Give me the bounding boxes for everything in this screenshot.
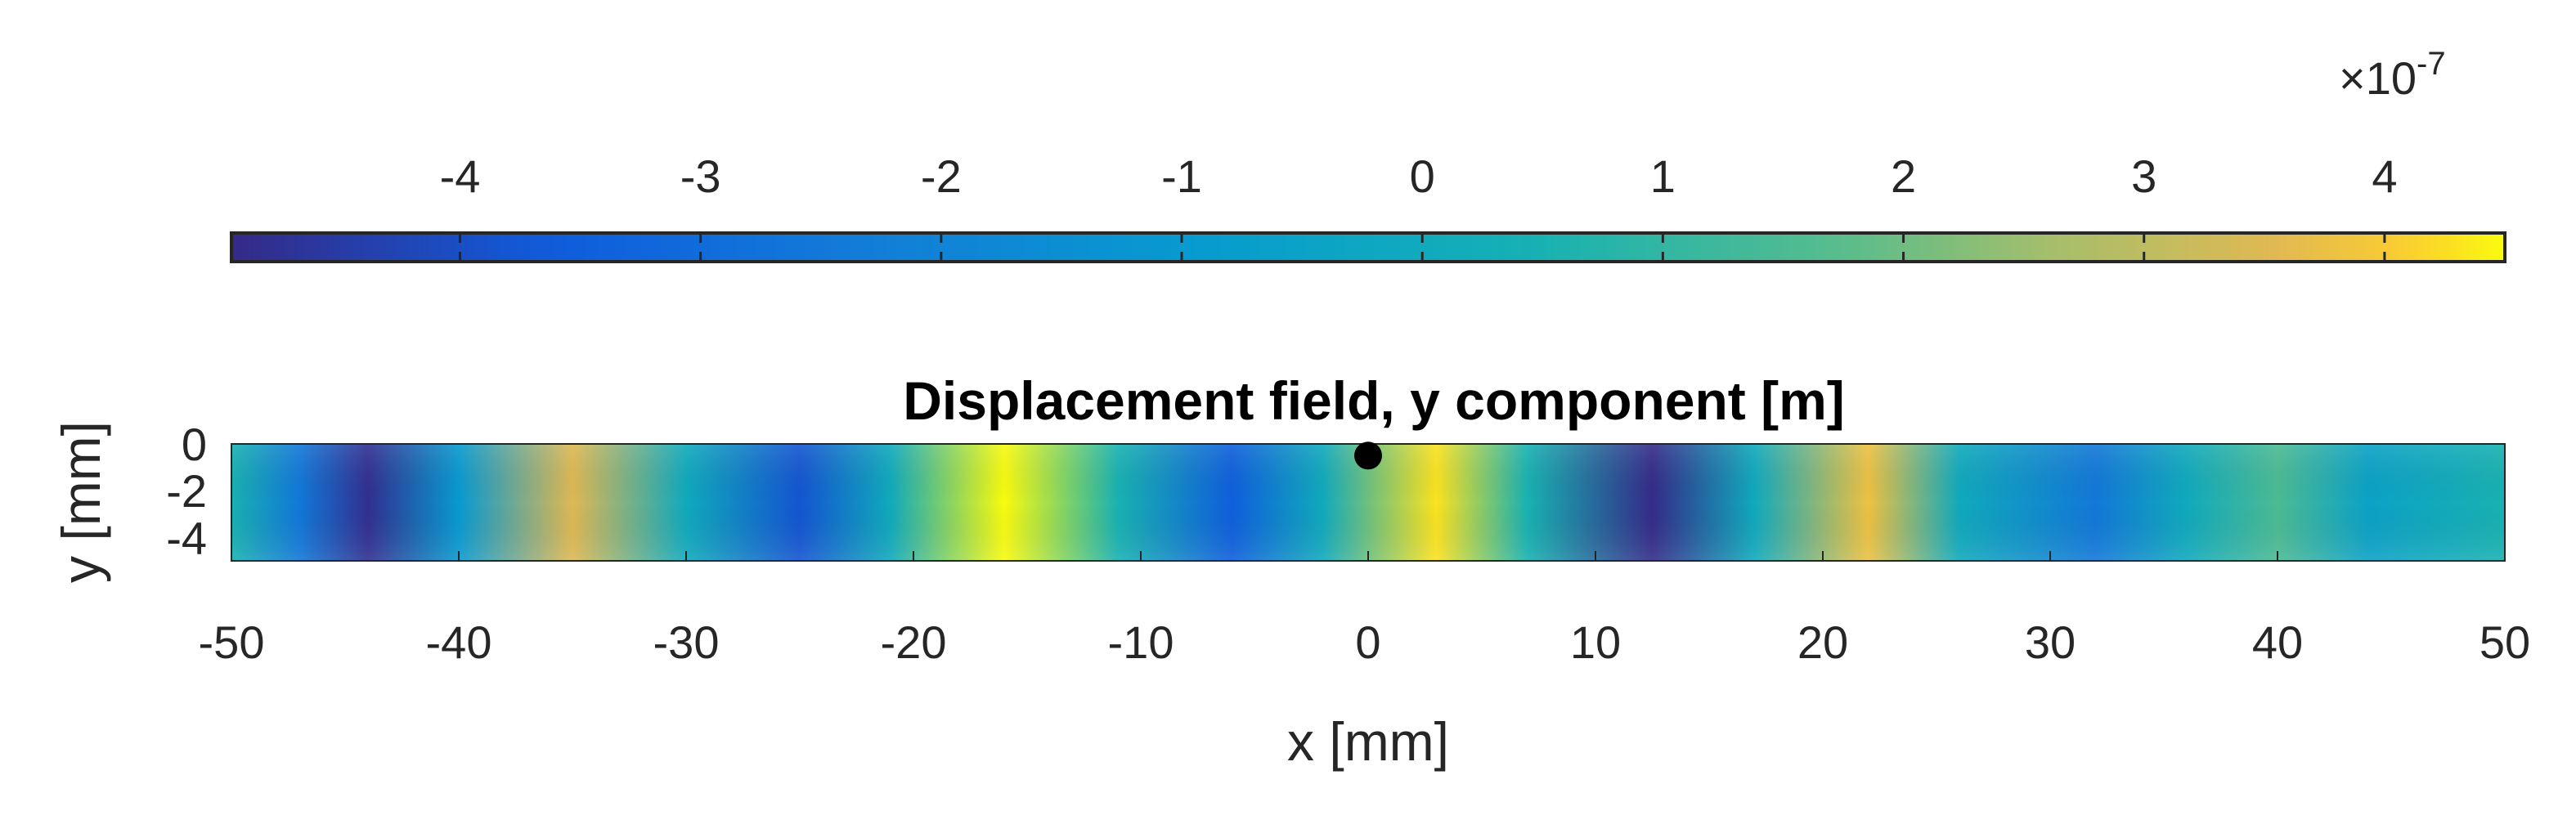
colorbar-tick-label: 4 [2372,150,2397,202]
x-tick-label: -40 [426,616,492,668]
x-tick-label: 10 [1570,616,1621,668]
x-tick-label: -20 [881,616,947,668]
x-tick-label: -10 [1108,616,1174,668]
x-tick-label: 0 [1355,616,1380,668]
x-tick-label: -50 [199,616,265,668]
colorbar-tick-label: 3 [2131,150,2156,202]
colorbar: -4 -3 -2 -1 0 1 2 3 4 ×10-7 [230,46,2506,263]
x-tick-label: 50 [2480,616,2530,668]
colorbar-tick-label: -4 [440,150,481,202]
x-tick-label: -30 [653,616,720,668]
chart-title: Displacement field, y component [m] [903,370,1845,431]
colorbar-ticks [458,233,2386,262]
x-tick-label: 20 [1797,616,1848,668]
colorbar-exponent: ×10-7 [2339,46,2446,104]
colorbar-tick-labels: -4 -3 -2 -1 0 1 2 3 4 [440,150,2398,202]
colorbar-tick-label: -2 [921,150,962,202]
colorbar-tick-label: 1 [1650,150,1676,202]
x-tick-label: 30 [2025,616,2076,668]
source-marker [1354,441,1382,470]
x-axis-label: x [mm] [1287,711,1449,772]
y-tick-label: -2 [166,465,207,517]
colorbar-tick-label: 2 [1891,150,1916,202]
x-axis-ticks [231,551,2506,561]
colorbar-tick-label: -3 [680,150,721,202]
y-axis-label: y [mm] [51,421,111,583]
colorbar-tick-label: 0 [1410,150,1435,202]
y-axis-tick-labels: 0-2-4 [166,419,207,563]
colorbar-tick-label: -1 [1161,150,1202,202]
y-tick-label: 0 [182,419,207,470]
colorbar-gradient [230,231,2506,263]
x-tick-label: 40 [2252,616,2303,668]
plot-area [231,441,2506,562]
y-tick-label: -4 [166,512,207,563]
x-axis-tick-labels: -50 -40 -30 -20 -10 0 10 20 30 40 50 [199,616,2531,668]
